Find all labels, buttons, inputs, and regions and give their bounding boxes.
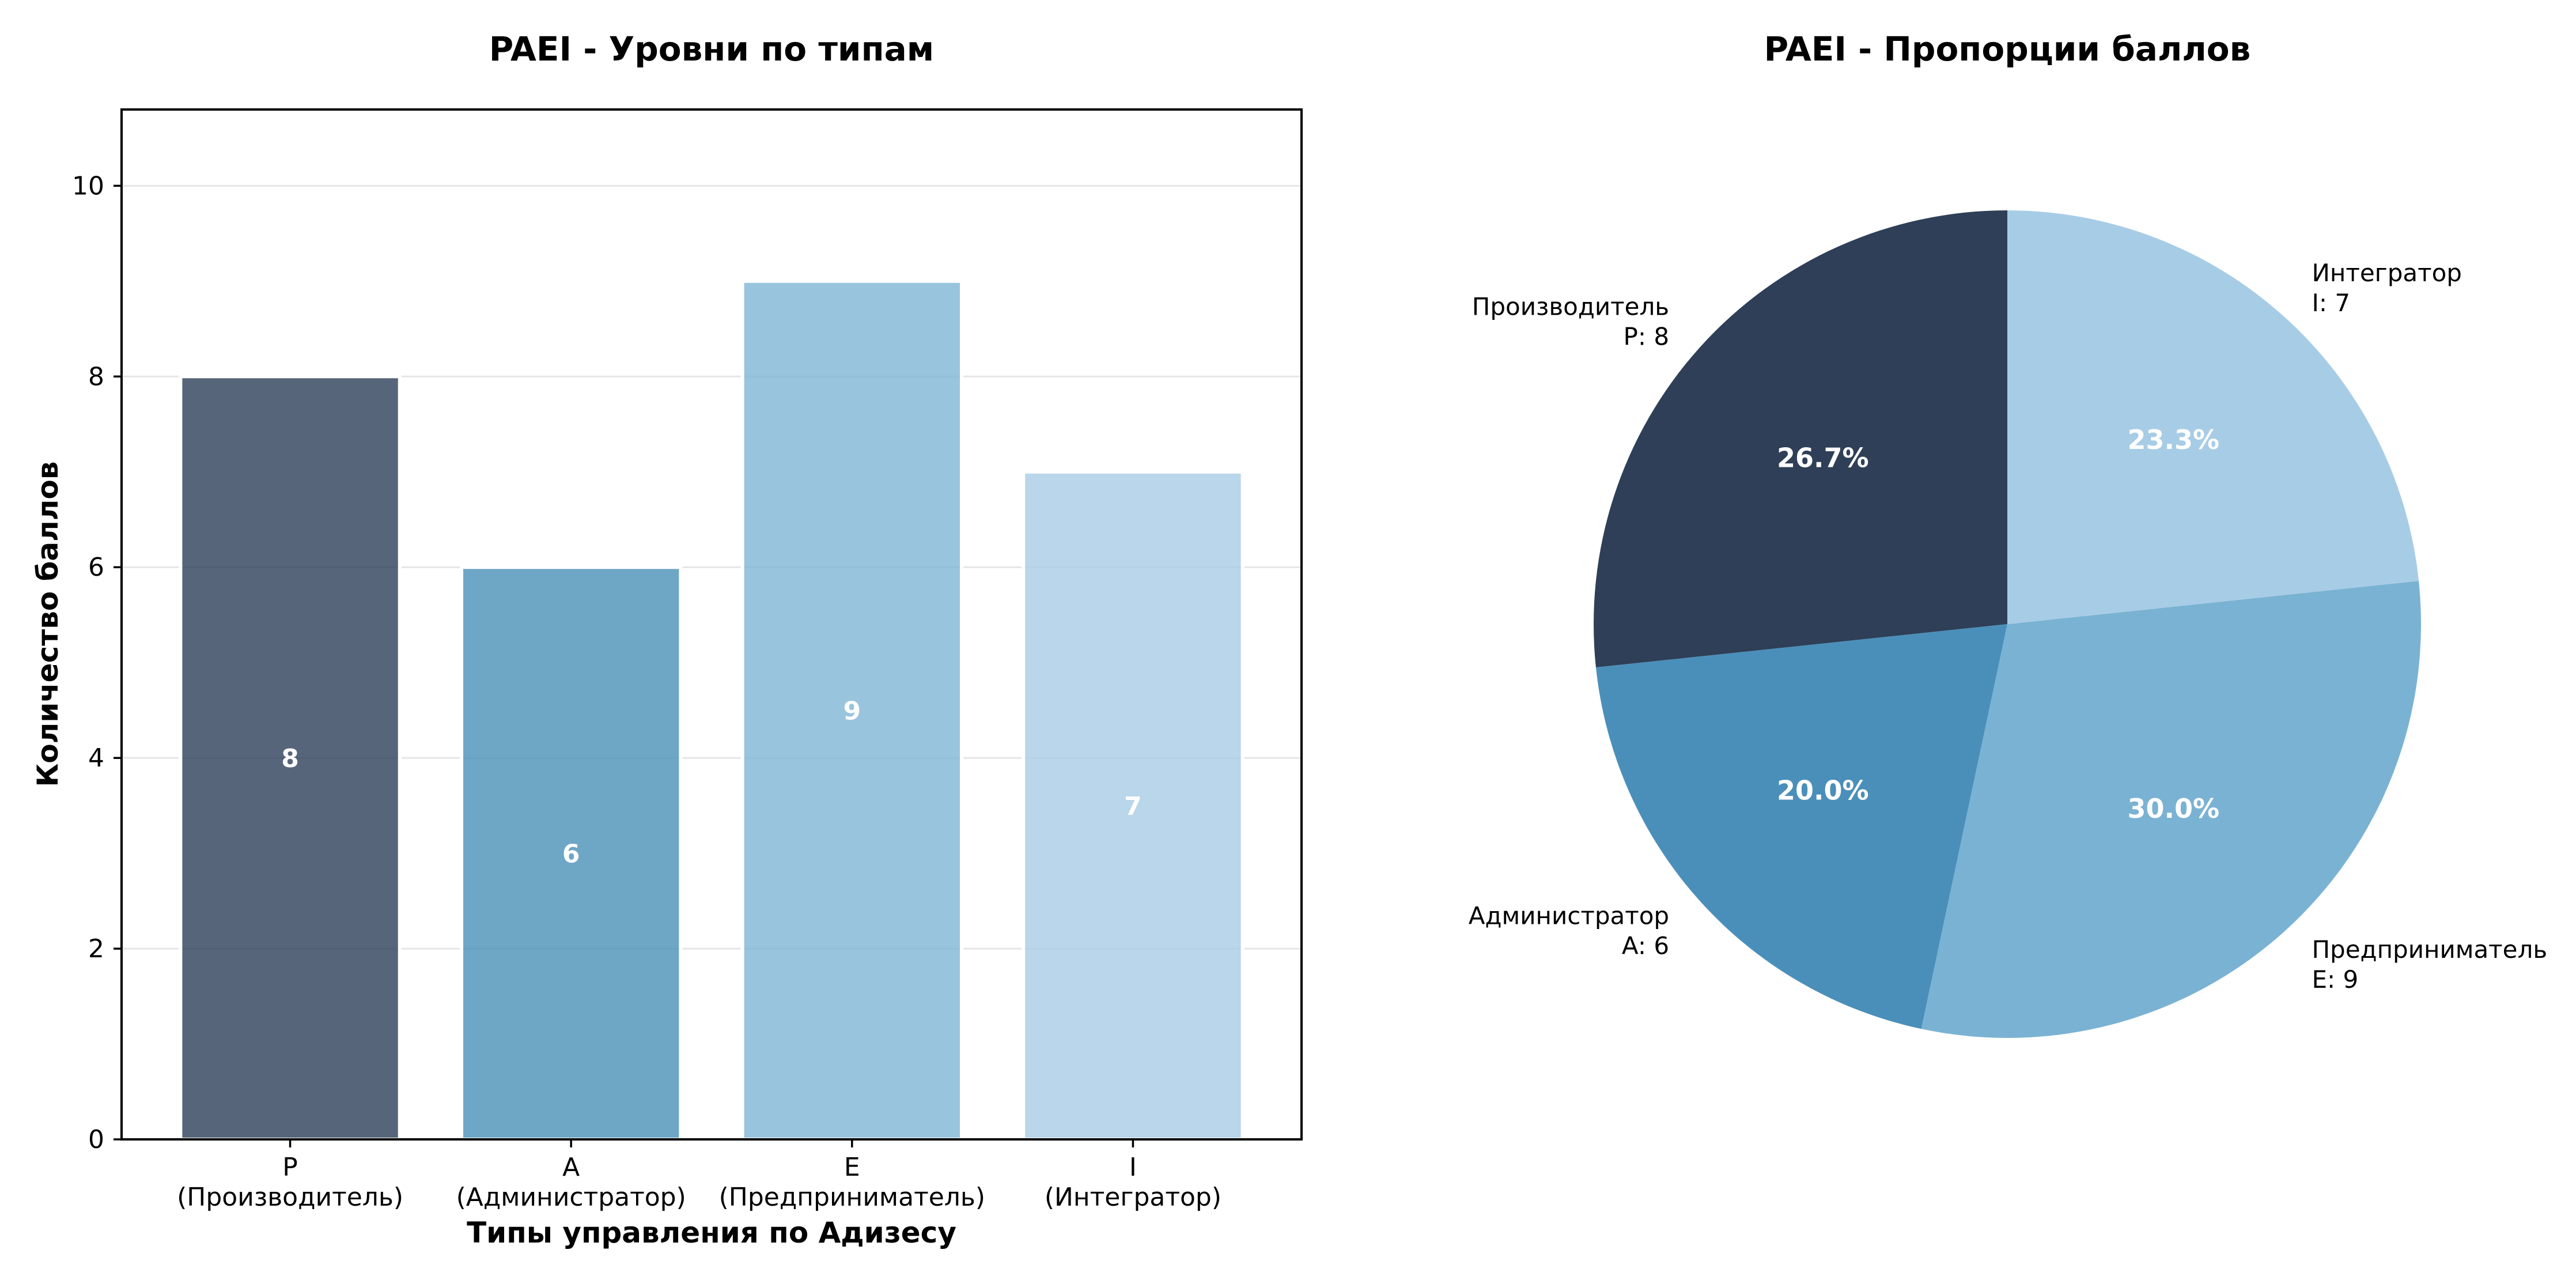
pie-slice-name: Предприниматель — [2312, 935, 2547, 964]
pie-slice-a — [1595, 624, 2007, 1029]
bar-x-tick-label: E — [844, 1153, 860, 1182]
pie-percent-labels: 26.7% 20.0% 30.0% 23.3% — [1777, 424, 2219, 824]
bar-y-tick-label: 4 — [88, 743, 104, 773]
pie-slice-e — [1921, 580, 2421, 1038]
bar-x-tick-sublabel: (Администратор) — [456, 1183, 686, 1212]
pie-slice-name: Администратор — [1469, 901, 1669, 930]
pie-slice-name: Интегратор — [2312, 259, 2461, 287]
bar-p — [179, 375, 402, 1142]
bar-x-axis-label: Типы управления по Адизесу — [467, 1216, 956, 1249]
bar-y-axis-label: Количество баллов — [31, 461, 65, 787]
bar-x-tick-label: I — [1129, 1153, 1137, 1182]
pie-chart-title: PAEI - Пропорции баллов — [1764, 29, 2251, 69]
bar-series — [179, 279, 1245, 1142]
pie-slices — [1594, 210, 2421, 1038]
bar-x-axis-ticks: P(Производитель) A(Администратор) E(Предпр… — [177, 1139, 1221, 1212]
bar-value-label: 7 — [1124, 792, 1142, 821]
bar-x-tick-label: A — [562, 1153, 580, 1182]
bar-x-tick-sublabel: (Предприниматель) — [719, 1183, 985, 1212]
bar-y-tick-label: 8 — [88, 362, 104, 391]
bar-y-tick-label: 0 — [88, 1125, 104, 1154]
bar-chart-title: PAEI - Уровни по типам — [489, 29, 934, 69]
bar-y-axis-ticks: 0 2 4 6 8 10 — [72, 171, 122, 1154]
pie-slice-value: A: 6 — [1622, 931, 1669, 960]
bar-x-tick-label: P — [282, 1153, 298, 1182]
bar-y-tick-label: 6 — [88, 553, 104, 582]
pie-slice-i — [2007, 210, 2419, 624]
pie-slice-value: E: 9 — [2312, 965, 2358, 994]
bar-plot-frame — [120, 108, 1303, 1141]
bar-i — [1022, 470, 1245, 1141]
pie-slice-name: Производитель — [1472, 293, 1669, 321]
pie-percent-label: 23.3% — [2127, 424, 2219, 455]
pie-percent-label: 30.0% — [2127, 793, 2219, 824]
bar-e — [740, 279, 963, 1141]
pie-chart: PAEI - Пропорции баллов 26.7%20.0%30.0%2… — [1469, 29, 2547, 1038]
bar-value-label: 6 — [562, 840, 580, 869]
bar-value-label: 9 — [843, 696, 861, 726]
pie-slice-value: P: 8 — [1624, 323, 1670, 351]
bar-y-tick-label: 2 — [88, 934, 104, 964]
pie-percent-label: 20.0% — [1777, 775, 1869, 806]
pie-slice-p — [1594, 210, 2007, 668]
bar-value-label: 8 — [281, 744, 299, 773]
pie-percent-label: 26.7% — [1777, 443, 1869, 474]
bar-x-tick-sublabel: (Интегратор) — [1045, 1183, 1221, 1212]
bar-x-tick-sublabel: (Производитель) — [177, 1183, 403, 1212]
pie-slice-value: I: 7 — [2312, 289, 2350, 317]
bar-value-labels: 8 6 9 7 — [281, 696, 1141, 869]
bar-y-tick-label: 10 — [72, 171, 104, 201]
